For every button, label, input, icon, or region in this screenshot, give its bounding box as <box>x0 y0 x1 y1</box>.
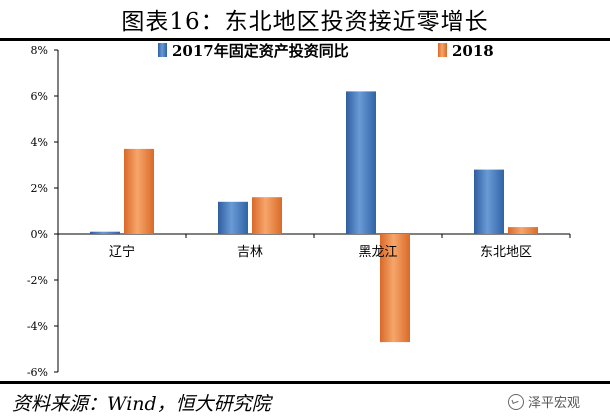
footer-rule <box>0 381 610 384</box>
y-tick-label: 4% <box>31 136 48 149</box>
bars <box>90 91 538 343</box>
title-rule <box>0 38 610 41</box>
x-tick-label: 东北地区 <box>480 245 532 260</box>
watermark-label: 泽平宏观 <box>528 396 581 411</box>
y-tick-label: -6% <box>27 366 48 379</box>
y-tick-label: 6% <box>31 90 48 103</box>
legend-swatch <box>158 43 167 57</box>
bar-series1-3 <box>474 169 504 234</box>
legend-swatch <box>438 43 447 57</box>
wechat-icon <box>508 393 524 410</box>
bar-series2-0 <box>124 148 154 234</box>
x-tick-label: 吉林 <box>237 245 263 260</box>
x-tick-label: 辽宁 <box>109 244 135 260</box>
legend-label: 2018 <box>452 42 494 60</box>
legend-label: 2017年固定资产投资同比 <box>172 42 349 60</box>
bar-series2-3 <box>508 227 538 234</box>
bar-series1-2 <box>346 91 376 235</box>
source-note: 资料来源：Wind，恒大研究院 <box>12 393 271 415</box>
y-tick-label: -2% <box>27 274 48 287</box>
y-tick-label: -4% <box>27 320 48 333</box>
x-tick-label: 黑龙江 <box>358 245 397 260</box>
bar-series2-1 <box>252 197 282 234</box>
bar-series2-2 <box>380 234 410 343</box>
watermark: 泽平宏观 <box>508 392 580 411</box>
y-tick-label: 0% <box>31 228 48 241</box>
bar-series1-0 <box>90 231 120 234</box>
chart-title: 图表16：东北地区投资接近零增长 <box>121 9 489 35</box>
legend: 2017年固定资产投资同比 2018 <box>158 42 494 60</box>
y-tick-label: 2% <box>31 182 48 195</box>
x-axis-labels: 辽宁 吉林 黑龙江 东北地区 <box>109 244 532 260</box>
y-tick-label: 8% <box>31 44 48 57</box>
title-bar: 图表16：东北地区投资接近零增长 <box>0 0 610 38</box>
bar-series1-1 <box>218 201 248 234</box>
